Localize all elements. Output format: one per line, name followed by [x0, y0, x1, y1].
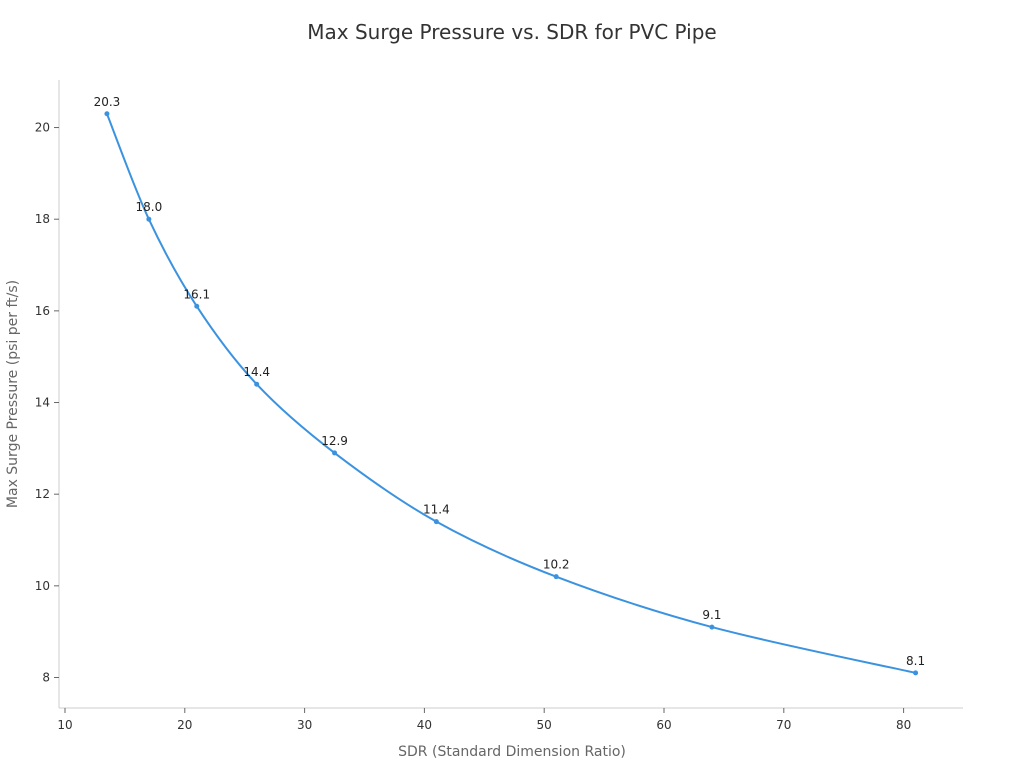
y-tick-label: 12 — [35, 487, 50, 501]
chart-title: Max Surge Pressure vs. SDR for PVC Pipe — [307, 20, 717, 44]
y-axis-title: Max Surge Pressure (psi per ft/s) — [5, 280, 21, 508]
x-tick-label: 30 — [297, 718, 312, 732]
data-point — [709, 624, 715, 630]
data-labels: 20.3 18.0 16.1 14.4 12.9 11.4 10.2 9.1 8.1 — [94, 95, 926, 668]
data-point — [104, 111, 110, 117]
data-label: 16.1 — [183, 287, 210, 301]
x-tick-label: 80 — [896, 718, 911, 732]
y-tick-label: 10 — [35, 579, 50, 593]
series-line — [106, 113, 916, 674]
data-point — [146, 216, 152, 222]
data-label: 8.1 — [906, 654, 925, 668]
y-tick-label: 8 — [42, 671, 50, 685]
data-point — [254, 381, 260, 387]
data-label: 18.0 — [136, 200, 163, 214]
data-label: 20.3 — [94, 95, 121, 109]
data-label: 9.1 — [702, 608, 721, 622]
data-point — [553, 574, 559, 580]
y-tick-label: 18 — [35, 212, 50, 226]
data-point — [913, 670, 919, 676]
data-label: 12.9 — [321, 434, 348, 448]
y-axis-ticks: 8 10 12 14 16 18 20 — [35, 121, 59, 685]
data-label: 14.4 — [243, 365, 270, 379]
data-label: 11.4 — [423, 503, 450, 517]
x-tick-label: 50 — [537, 718, 552, 732]
x-axis-title: SDR (Standard Dimension Ratio) — [398, 744, 626, 760]
x-tick-label: 20 — [177, 718, 192, 732]
y-tick-label: 16 — [35, 304, 50, 318]
x-tick-label: 40 — [417, 718, 432, 732]
x-tick-label: 60 — [656, 718, 671, 732]
x-axis-ticks: 10 20 30 40 50 60 70 80 — [57, 708, 911, 732]
data-point — [332, 450, 338, 456]
y-tick-label: 14 — [35, 396, 50, 410]
data-point — [194, 303, 200, 309]
x-tick-label: 10 — [57, 718, 72, 732]
x-tick-label: 70 — [776, 718, 791, 732]
data-point — [433, 519, 439, 525]
data-points — [104, 111, 919, 676]
y-tick-label: 20 — [35, 121, 50, 135]
data-label: 10.2 — [543, 558, 570, 572]
